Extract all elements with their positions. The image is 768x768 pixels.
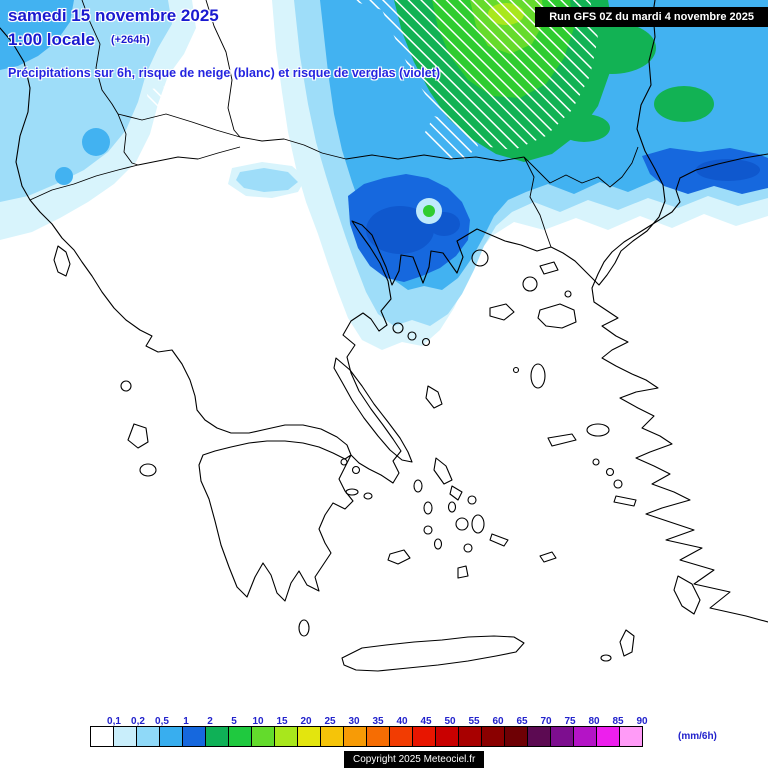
legend-tick-label: 10 [252,716,264,727]
legend-unit-label: (mm/6h) [678,731,717,742]
legend-tick-label: 90 [636,716,648,727]
legend-color-box [251,726,275,747]
forecast-date: samedi 15 novembre 2025 [8,6,219,25]
legend-color-box [389,726,413,747]
legend-color-box [90,726,114,747]
legend-color-box [412,726,436,747]
legend-tick-label: 80 [588,716,600,727]
forecast-time: 1:00 locale (+264h) [8,30,150,50]
legend-tick-label: 25 [324,716,336,727]
legend-color-box [481,726,505,747]
legend-tick-label: 1 [183,716,189,727]
forecast-offset: (+264h) [110,34,150,46]
legend-color-box [159,726,183,747]
legend-tick-label: 55 [468,716,480,727]
legend-color-box [550,726,574,747]
legend-tick-label: 5 [231,716,237,727]
legend-tick-label: 60 [492,716,504,727]
legend-color-box [297,726,321,747]
legend-tick-label: 15 [276,716,288,727]
legend-tick-label: 75 [564,716,576,727]
legend-tick-label: 45 [420,716,432,727]
legend-color-box [228,726,252,747]
legend-color-box [619,726,643,747]
legend-color-row [90,726,643,747]
legend-tick-label: 20 [300,716,312,727]
legend-color-box [136,726,160,747]
snow-hatch-layer [146,0,598,162]
legend-color-box [366,726,390,747]
forecast-local-time: 1:00 locale [8,30,95,49]
legend-tick-label: 30 [348,716,360,727]
legend-color-box [527,726,551,747]
legend-tick-label: 35 [372,716,384,727]
border-layer [29,0,639,248]
legend-tick-label: 2 [207,716,213,727]
legend-tick-label: 0,5 [155,716,169,727]
legend-color-box [320,726,344,747]
model-run-info: Run GFS 0Z du mardi 4 novembre 2025 [535,7,768,27]
legend-tick-label: 85 [612,716,624,727]
legend-tick-label: 40 [396,716,408,727]
legend-color-box [182,726,206,747]
legend-tick-label: 65 [516,716,528,727]
legend-color-box [274,726,298,747]
legend-color-box [113,726,137,747]
map-subtitle: Précipitations sur 6h, risque de neige (… [8,66,441,80]
legend-color-box [504,726,528,747]
legend-tick-label: 70 [540,716,552,727]
legend-color-box [205,726,229,747]
copyright-bar: Copyright 2025 Meteociel.fr [344,751,485,768]
legend-tick-label: 0,2 [131,716,145,727]
legend-color-box [596,726,620,747]
legend-tick-label: 0,1 [107,716,121,727]
precipitation-layer [0,0,768,350]
legend-tick-label: 50 [444,716,456,727]
legend-color-box [458,726,482,747]
legend-color-box [573,726,597,747]
legend-color-box [435,726,459,747]
legend-tick-row: 0,1 0,2 0,5 1 2 5 10 15 20 25 30 35 40 45 50 55 60 65 70 75… [90,711,654,729]
coastline-layer [0,0,768,672]
legend-color-box [343,726,367,747]
